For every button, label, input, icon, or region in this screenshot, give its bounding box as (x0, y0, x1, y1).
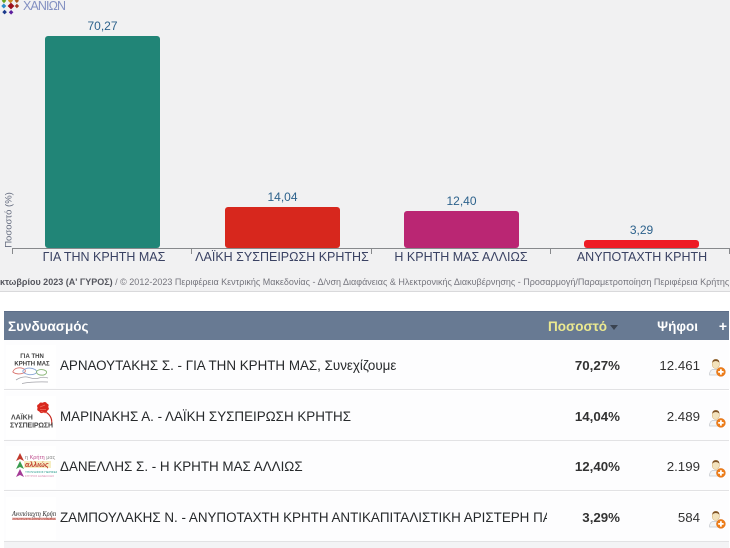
svg-text:ΓΙΑ ΤΗΝ: ΓΙΑ ΤΗΝ (20, 354, 44, 360)
svg-text:ΥΠΟΨΗΦΙΟΣ ΠΕΡΙΦΕΡΕΙΑΡΧΗΣ: ΥΠΟΨΗΦΙΟΣ ΠΕΡΙΦΕΡΕΙΑΡΧΗΣ (25, 470, 57, 474)
svg-text:ΣΠΥΡΟΣ ΔΑΝΕΛΛΗΣ: ΣΠΥΡΟΣ ΔΑΝΕΛΛΗΣ (25, 474, 54, 478)
svg-text:ΑΝΤΙΚΑΠΙΤΑΛΙΣΤΙΚΗ ΑΡΙΣΤΕΡΗ ΠΑΡ: ΑΝΤΙΚΑΠΙΤΑΛΙΣΤΙΚΗ ΑΡΙΣΤΕΡΗ ΠΑΡΕΜΒΑΣΗ (13, 516, 57, 520)
svg-text:αλλιώς: αλλιώς (25, 461, 49, 469)
svg-text:η Κρήτη μας: η Κρήτη μας (25, 454, 56, 461)
svg-text:ΣΥΣΠΕΙΡΩΣΗ: ΣΥΣΠΕΙΡΩΣΗ (10, 422, 53, 429)
svg-text:ΚΡΗΤΗ ΜΑΣ: ΚΡΗΤΗ ΜΑΣ (14, 362, 50, 368)
svg-text:Ανυπόταχτη Κρήτη: Ανυπόταχτη Κρήτη (11, 509, 56, 518)
svg-text:ΛΑΪΚΗ: ΛΑΪΚΗ (11, 413, 33, 421)
